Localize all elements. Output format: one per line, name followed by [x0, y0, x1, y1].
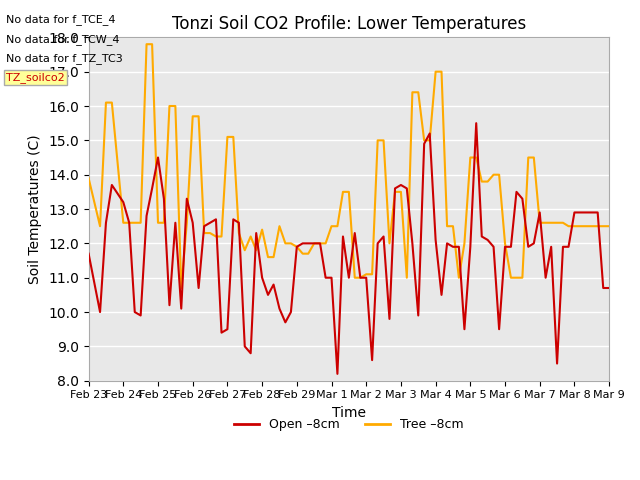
X-axis label: Time: Time [332, 406, 366, 420]
Text: TZ_soilco2: TZ_soilco2 [6, 72, 65, 83]
Text: No data for f_TZ_TC3: No data for f_TZ_TC3 [6, 53, 123, 64]
Text: No data for f_TCW_4: No data for f_TCW_4 [6, 34, 120, 45]
Legend: Open –8cm, Tree –8cm: Open –8cm, Tree –8cm [229, 413, 468, 436]
Title: Tonzi Soil CO2 Profile: Lower Temperatures: Tonzi Soil CO2 Profile: Lower Temperatur… [172, 15, 526, 33]
Y-axis label: Soil Temperatures (C): Soil Temperatures (C) [28, 134, 42, 284]
Text: No data for f_TCE_4: No data for f_TCE_4 [6, 14, 116, 25]
